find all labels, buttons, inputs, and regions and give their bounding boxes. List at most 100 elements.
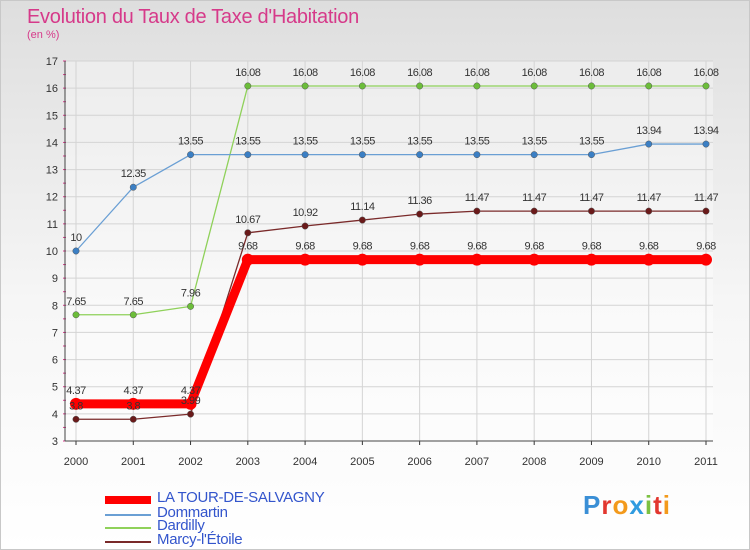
data-point [702,207,710,215]
data-point [645,207,653,215]
data-point [473,82,481,90]
data-point [187,151,194,159]
data-point [72,247,80,255]
data-point [702,140,710,148]
x-tick-label: 2006 [407,456,431,468]
data-label: 13.94 [693,125,718,137]
data-label: 13.55 [293,136,318,148]
legend-label: Dommartin [157,504,228,521]
y-tick-label: 17 [46,56,58,68]
data-label: 9.68 [524,241,544,253]
data-label: 16.08 [579,67,604,79]
data-label: 16.08 [293,67,318,79]
data-point [244,151,252,159]
logo-letter: i [662,490,671,520]
data-label: 16.08 [636,67,661,79]
data-point [700,253,712,266]
data-label: 13.55 [579,136,604,148]
data-point [129,311,137,319]
logo-letter: i [644,490,654,520]
data-point [588,82,595,90]
data-label: 11.36 [408,195,433,207]
logo-letter: x [629,490,645,520]
data-label: 9.68 [582,241,602,253]
x-tick-label: 2009 [579,456,603,468]
x-tick-label: 2000 [64,456,88,468]
x-tick-label: 2001 [121,456,145,468]
data-label: 13.55 [235,136,260,148]
data-point [588,207,595,215]
data-label: 9.68 [295,241,315,253]
data-point [299,253,312,266]
data-point [129,415,137,423]
x-tick-label: 2007 [465,456,489,468]
x-tick-label: 2008 [522,456,546,468]
data-label: 13.55 [407,136,432,148]
data-point [184,397,197,410]
y-tick-label: 7 [52,327,58,339]
data-label: 16.08 [522,67,547,79]
legend-label: Dardilly [157,517,205,534]
y-tick-label: 10 [46,246,58,258]
data-label: 9.68 [639,241,659,253]
y-tick-label: 4 [52,409,58,421]
logo-letter: P [583,490,602,520]
data-label: 10.67 [235,214,260,226]
logo-letter: o [612,490,630,520]
data-point [301,222,309,230]
data-point [473,151,481,159]
data-label: 16.08 [693,67,718,79]
y-tick-label: 11 [47,219,58,231]
data-point [473,207,481,215]
legend-swatch [105,514,151,516]
data-label: 13.55 [464,136,489,148]
chart-title: Evolution du Taux de Taxe d'Habitation [27,6,359,28]
legend-label: LA TOUR-DE-SALVAGNY [157,489,325,506]
data-point [530,151,538,159]
data-point [187,302,194,310]
proxiti-logo: Proxiti [583,490,671,521]
data-label: 13.55 [178,136,203,148]
data-point [244,229,252,237]
x-tick-label: 2003 [236,456,260,468]
data-point [416,151,424,159]
data-label: 9.68 [238,241,258,253]
data-label: 11.47 [579,192,604,204]
data-point [301,82,309,90]
x-tick-label: 2004 [293,456,317,468]
x-tick-label: 2005 [350,456,374,468]
y-tick-label: 6 [52,355,58,367]
y-tick-label: 16 [46,83,58,95]
data-label: 16.08 [235,67,260,79]
data-point [358,82,366,90]
data-point [244,82,252,90]
logo-letter: t [653,490,663,520]
y-tick-label: 14 [46,137,58,149]
x-tick-label: 2011 [694,456,718,468]
data-label: 13.55 [350,136,375,148]
series-line-0 [71,255,711,409]
y-tick-label: 15 [46,110,58,122]
data-label: 11.47 [465,192,490,204]
y-tick-label: 9 [52,273,58,285]
data-point [645,82,653,90]
legend-swatch [105,496,151,504]
data-label: 9.68 [410,241,430,253]
y-tick-label: 8 [52,300,58,312]
series-line-2 [75,85,707,316]
data-point [470,253,483,266]
y-tick-label: 3 [52,436,58,448]
data-point [187,410,194,418]
legend-label: Marcy-l'Étoile [157,531,243,548]
data-label: 12.35 [121,168,146,180]
data-point [72,415,80,423]
data-point [416,210,424,218]
chart-subtitle: (en %) [27,29,60,41]
data-point [241,253,254,266]
data-point [530,82,538,90]
logo-letter: r [601,490,613,520]
y-tick-label: 5 [52,382,58,394]
data-label: 13.94 [636,125,661,137]
data-label: 11.47 [637,192,662,204]
data-point [127,397,140,410]
